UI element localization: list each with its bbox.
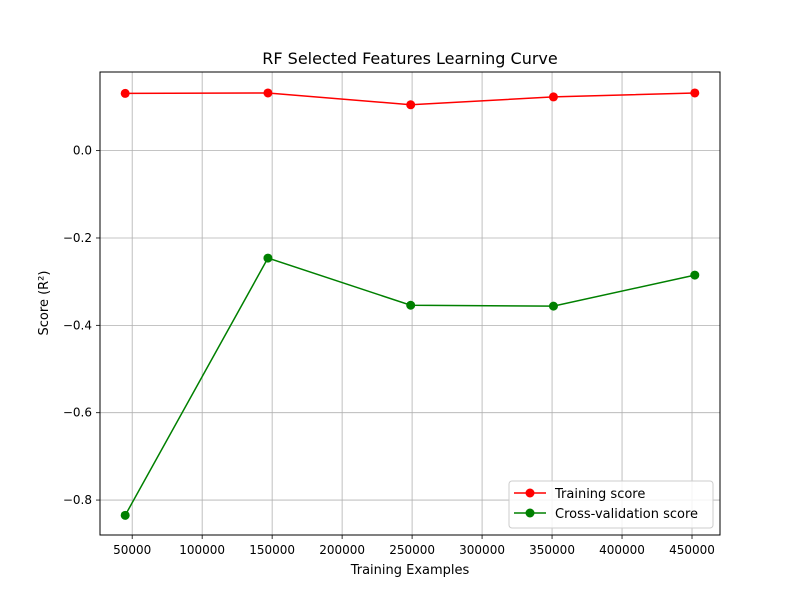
- legend-box: [508, 480, 714, 529]
- series-0-point: [263, 88, 273, 98]
- series-1-point: [406, 300, 416, 310]
- y-tick-label: 0.0: [73, 144, 92, 158]
- x-axis-ticks: 50000 100000 150000 200000 250000 300000 35000…: [113, 535, 715, 557]
- series-0-point: [120, 88, 130, 98]
- x-tick-label: 350000: [529, 543, 575, 557]
- series-0-point: [690, 88, 700, 98]
- series-1-point: [263, 253, 273, 263]
- plot-area-frame: [99, 71, 721, 536]
- legend: Training score Cross-validation score: [508, 480, 714, 529]
- x-tick-label: 150000: [249, 543, 295, 557]
- series-0-point: [406, 100, 416, 110]
- x-tick-label: 400000: [599, 543, 645, 557]
- x-tick-label: 250000: [389, 543, 435, 557]
- y-tick-label: −0.6: [63, 406, 92, 420]
- legend-marker-training: [525, 488, 535, 498]
- y-axis-ticks: 0.0 −0.2 −0.4 −0.6 −0.8: [63, 144, 100, 507]
- x-tick-label: 100000: [179, 543, 225, 557]
- legend-label-cv: Cross-validation score: [555, 507, 698, 522]
- series-1-point: [548, 301, 558, 311]
- x-axis-label: Training Examples: [350, 563, 470, 578]
- y-tick-label: −0.4: [63, 318, 92, 332]
- y-axis-label: Score (R²): [37, 271, 52, 336]
- series-group: [120, 88, 700, 520]
- x-tick-label: 50000: [113, 543, 151, 557]
- x-tick-label: 200000: [319, 543, 365, 557]
- series-1-point: [120, 510, 130, 520]
- x-tick-label: 450000: [669, 543, 715, 557]
- series-0-point: [548, 92, 558, 102]
- series-1-point: [690, 270, 700, 280]
- y-tick-label: −0.2: [63, 231, 92, 245]
- x-tick-label: 300000: [459, 543, 505, 557]
- legend-marker-cv: [525, 508, 535, 518]
- chart-title: RF Selected Features Learning Curve: [262, 49, 557, 68]
- y-tick-label: −0.8: [63, 493, 92, 507]
- legend-label-training: Training score: [554, 487, 645, 502]
- series-line-1: [124, 257, 695, 516]
